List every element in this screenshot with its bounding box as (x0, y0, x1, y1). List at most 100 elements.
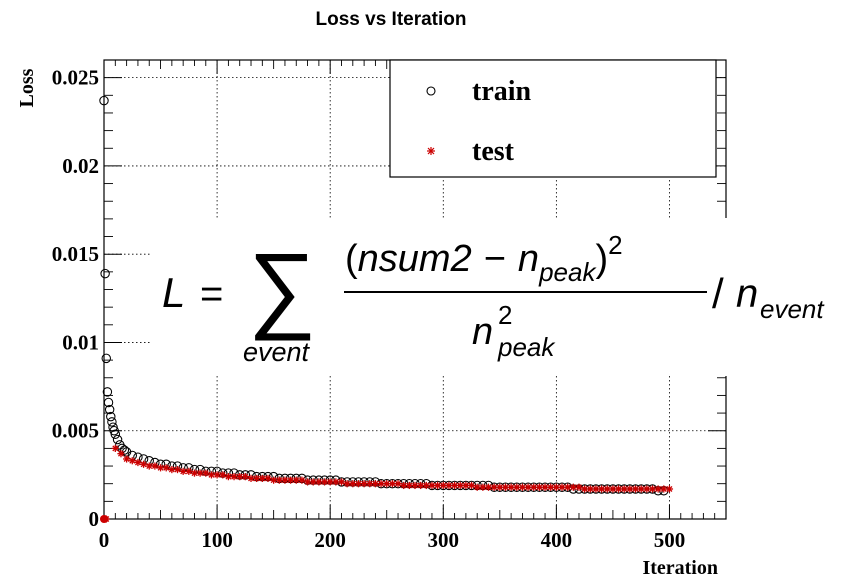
formula-sum: ∑ (248, 234, 316, 341)
test-point-stroke (553, 484, 560, 491)
train-point (103, 397, 114, 408)
test-point-stroke (474, 484, 481, 491)
test-point (173, 465, 182, 474)
test-point-stroke (321, 478, 328, 485)
test-point (394, 480, 402, 488)
test-point-stroke (598, 486, 605, 492)
test-point-stroke (581, 486, 588, 492)
test-point (592, 485, 600, 493)
legend: train test (389, 59, 717, 178)
test-point-stroke (344, 480, 351, 487)
y-tick-label: 0 (89, 507, 100, 531)
test-point-stroke (134, 459, 141, 466)
legend-test-label: test (472, 136, 515, 167)
test-point (128, 457, 136, 465)
test-point-stroke (570, 484, 577, 491)
test-point-stroke (525, 484, 532, 491)
test-point (123, 455, 131, 463)
train-point (110, 429, 121, 439)
legend-test-marker (427, 147, 435, 155)
test-point (207, 471, 216, 479)
divisor-n: n (736, 272, 758, 316)
test-point (496, 483, 504, 491)
formula-slash: / (712, 270, 724, 317)
test-series (100, 444, 674, 523)
test-point-stroke (496, 484, 503, 491)
test-point-stroke (519, 484, 526, 491)
numerator-exp: 2 (608, 230, 622, 260)
test-point (377, 480, 385, 488)
test-point (241, 473, 249, 481)
test-point-stroke (248, 475, 254, 482)
test-point-stroke (457, 482, 464, 489)
test-point-stroke (655, 486, 662, 492)
test-point-stroke (310, 478, 317, 485)
test-point (434, 481, 442, 490)
test-point-stroke (587, 486, 594, 492)
numerator-open: ( (345, 238, 358, 280)
train-point (107, 417, 117, 427)
formula-sum-subscript: event (243, 337, 311, 367)
test-point-stroke (123, 455, 130, 462)
test-point-stroke (372, 480, 379, 487)
train-point (102, 387, 113, 397)
formula-numerator: (nsum2− npeak)2 (345, 230, 623, 287)
test-point (111, 444, 119, 452)
test-point-stroke (638, 486, 645, 492)
test-point-stroke (513, 484, 520, 491)
y-tick-label: 0.02 (62, 154, 99, 178)
test-point-stroke (592, 486, 599, 492)
test-point-stroke (547, 484, 554, 491)
y-tick-label: 0.005 (52, 419, 99, 443)
test-point (417, 481, 425, 490)
test-point-stroke (491, 484, 498, 491)
test-point-stroke (146, 463, 153, 470)
test-point-stroke (406, 482, 413, 489)
test-point-stroke (191, 470, 198, 477)
test-point-stroke (412, 482, 418, 489)
test-point (558, 483, 566, 491)
test-point-stroke (332, 478, 339, 485)
test-point-stroke (112, 445, 119, 452)
test-point (383, 480, 391, 488)
test-point-stroke (225, 473, 232, 480)
test-point-stroke (428, 482, 435, 489)
y-tick-label: 0.01 (62, 330, 99, 354)
test-point-stroke (383, 480, 390, 487)
test-point-stroke (615, 486, 622, 492)
test-point (541, 483, 549, 491)
test-point (530, 483, 538, 491)
test-point (185, 467, 193, 475)
test-point (190, 469, 199, 477)
test-point-stroke (180, 468, 187, 475)
x-tick-label: 500 (654, 528, 686, 552)
test-point-stroke (621, 486, 628, 492)
y-tick-label: 0.015 (52, 242, 99, 266)
legend-box (389, 59, 717, 178)
test-point-stroke (502, 484, 509, 491)
test-point-stroke (315, 478, 322, 485)
x-tick-label: 0 (99, 528, 110, 552)
train-point (119, 445, 130, 455)
denominator-n: n (472, 311, 493, 353)
x-tick-label: 100 (201, 528, 233, 552)
test-point-stroke (508, 484, 515, 491)
test-point-stroke (626, 486, 633, 492)
test-point-stroke (649, 486, 656, 492)
test-point (253, 474, 261, 482)
test-point (264, 474, 272, 482)
numerator-minus: − (484, 238, 506, 280)
test-point-stroke (214, 471, 221, 478)
test-point (156, 464, 165, 472)
test-point (547, 483, 555, 491)
test-point-stroke (140, 461, 147, 468)
test-point (400, 481, 408, 490)
test-point-stroke (151, 463, 158, 470)
test-point-stroke (530, 484, 537, 491)
test-point (354, 480, 363, 488)
test-point (117, 450, 125, 458)
numerator-sub: peak (538, 257, 597, 287)
test-point-stroke (417, 482, 424, 489)
legend-train-label: train (472, 76, 532, 107)
divisor-sub: event (760, 294, 825, 324)
